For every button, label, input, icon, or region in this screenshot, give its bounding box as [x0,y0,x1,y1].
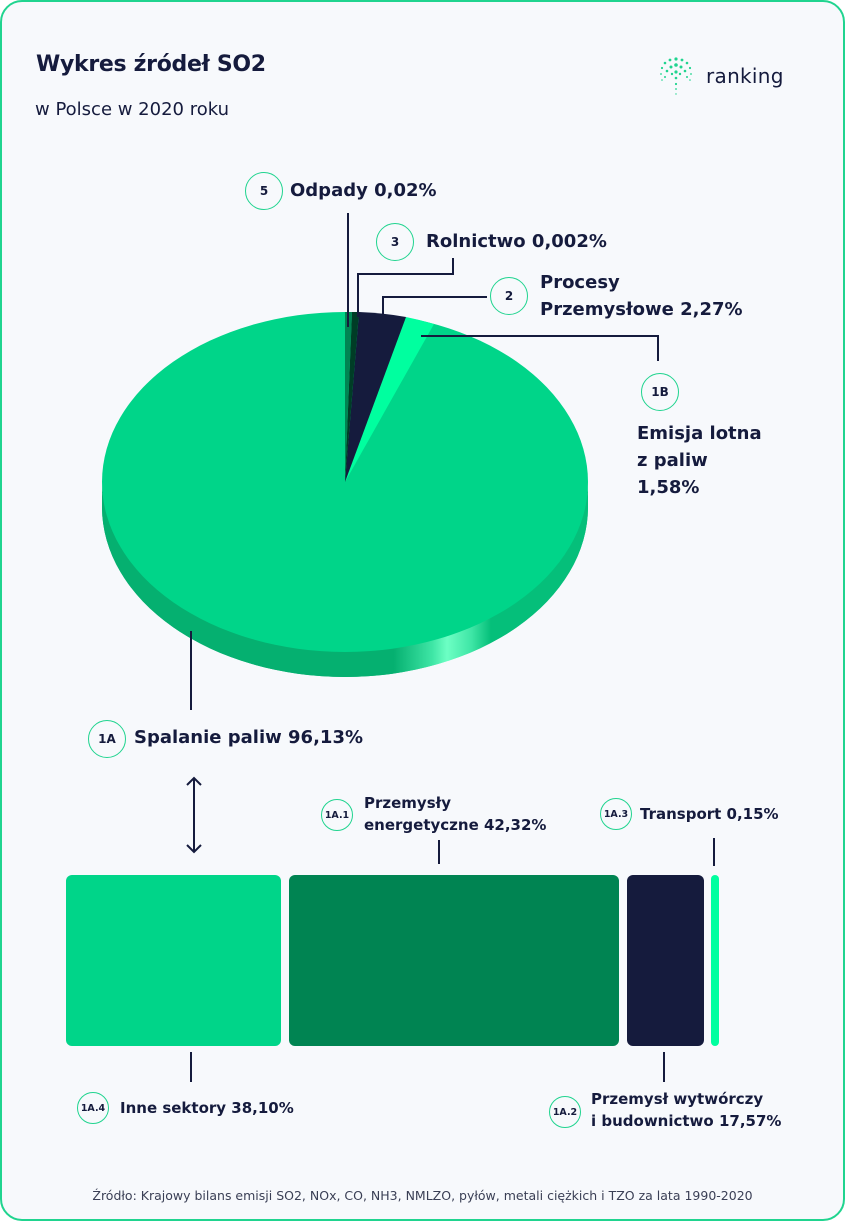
label-procesy-przemyslowe: Procesy Przemysłowe 2,27% [540,269,743,323]
label-line: i budownictwo 17,57% [591,1112,782,1130]
dot-fountain-icon [660,57,692,95]
badge-1a3: 1A.3 [600,798,632,830]
label-line: Emisja lotna [637,423,762,444]
leader-lines [190,213,715,1082]
label-transport: Transport 0,15% [640,805,779,823]
bar-segment-przemysl-wytworczy [627,875,704,1046]
pie-slice-rolnictwo [345,311,359,482]
label-przemysly-energetyczne: Przemysły energetyczne 42,32% [364,792,546,836]
source-note: Źródło: Krajowy bilans emisji SO2, NOx, … [92,1188,753,1203]
stacked-bar [66,875,719,1046]
bar-segment-transport [711,875,719,1046]
badge-5: 5 [245,172,283,210]
label-odpady: Odpady 0,02% [290,180,437,201]
badge-1a2: 1A.2 [549,1096,581,1128]
badge-1a1: 1A.1 [321,799,353,831]
pie-slice-emisja-lotna [345,317,434,482]
badge-2: 2 [490,277,528,315]
label-line: z paliw [637,450,708,471]
badge-1a: 1A [88,720,126,758]
label-emisja-lotna: Emisja lotna z paliw 1,58% [637,420,762,501]
label-spalanie-paliw: Spalanie paliw 96,13% [134,727,364,748]
label-inne-sektory: Inne sektory 38,10% [120,1099,294,1117]
page-title: Wykres źródeł SO2 [36,52,266,77]
badge-1b: 1B [641,373,679,411]
label-rolnictwo: Rolnictwo 0,002% [426,231,607,252]
label-line: energetyczne 42,32% [364,816,547,834]
page-subtitle: w Polsce w 2020 roku [35,99,230,120]
ranking-logo: ranking [656,56,784,96]
badge-1a4: 1A.4 [77,1092,109,1124]
label-line: Przemysły [364,794,451,812]
label-przemysl-wytworczy: Przemysł wytwórczy i budownictwo 17,57% [591,1088,781,1132]
bar-segment-inne-sektory [66,875,281,1046]
logo-text: ranking [706,64,784,88]
badge-3: 3 [376,223,414,261]
double-arrow-icon [186,776,202,854]
label-line: Procesy [540,272,620,293]
label-line: Przemysłowe 2,27% [540,299,743,320]
pie-slice-odpady [345,311,352,482]
label-line: 1,58% [637,477,700,498]
pie-chart [102,311,588,677]
bar-segment-przemysly-energetyczne [289,875,619,1046]
pie-slice-procesy-przemyslowe [345,312,406,482]
label-line: Przemysł wytwórczy [591,1090,764,1108]
